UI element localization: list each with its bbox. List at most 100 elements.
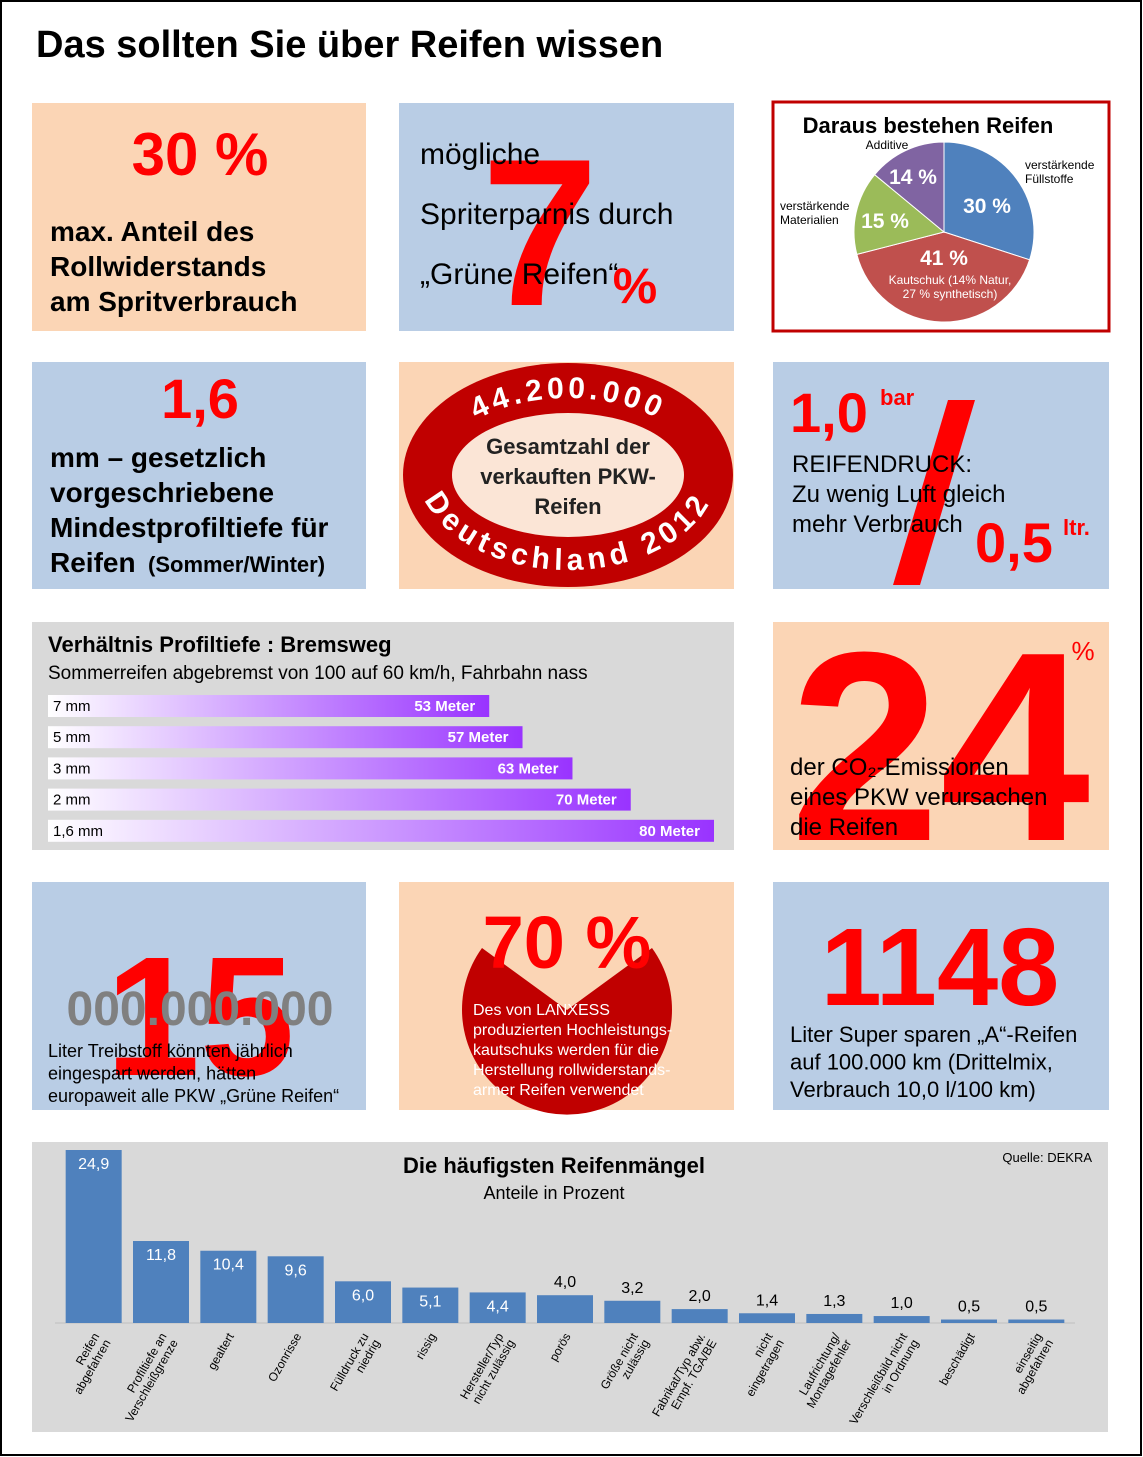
bar: [873, 1316, 930, 1323]
bar: [941, 1319, 997, 1323]
text-line: „Grüne Reifen“: [420, 258, 618, 291]
bar: [806, 1313, 863, 1323]
value-label: 4,0: [554, 1274, 576, 1291]
bar: [48, 788, 631, 811]
bar: [537, 1295, 593, 1323]
chart-subtitle: Sommerreifen abgebremst von 100 auf 60 k…: [48, 663, 588, 684]
value-label: 5,1: [419, 1294, 441, 1311]
value-label: 1,3: [823, 1293, 845, 1310]
text-line: kautschuks werden für die: [473, 1042, 659, 1059]
text-line: Mindestprofiltiefe für: [50, 512, 329, 543]
category-label: 7 mm: [53, 698, 91, 715]
tile: [773, 882, 1109, 1110]
unit: ltr.: [1063, 515, 1090, 540]
text-line: die Reifen: [790, 814, 898, 841]
slice-label: Materialien: [780, 213, 839, 227]
value-label: 1,0: [891, 1295, 913, 1312]
text-line: eingespart werden, hätten: [48, 1064, 256, 1084]
text-line: Liter Super sparen „A“-Reifen: [790, 1022, 1077, 1047]
value-label: 63 Meter: [498, 760, 559, 777]
seal-center: [452, 413, 684, 537]
big-number: 7: [482, 115, 599, 350]
text-line: Spriterparnis durch: [420, 198, 673, 231]
pie-slice: [856, 231, 1031, 323]
unit: %: [613, 258, 657, 314]
slice-label: Füllstoffe: [1025, 172, 1074, 186]
text-line: mm – gesetzlich: [50, 442, 266, 473]
note: (Sommer/Winter): [148, 552, 325, 577]
chart-title: Daraus bestehen Reifen: [803, 113, 1054, 138]
value-label: 11,8: [146, 1247, 176, 1264]
bar: [267, 1256, 324, 1323]
pie-slice: [943, 141, 1035, 261]
slice-value-label: 41 %: [920, 247, 968, 270]
category-label: 5 mm: [53, 729, 91, 746]
tile: [32, 882, 366, 1110]
page-title: Das sollten Sie über Reifen wissen: [36, 24, 663, 66]
value-label: 80 Meter: [639, 823, 700, 840]
text-line: auf 100.000 km (Drittelmix,: [790, 1050, 1053, 1075]
value-label: 1,4: [756, 1292, 778, 1309]
value-label: 0,5: [1025, 1299, 1047, 1316]
big-number: 1148: [821, 906, 1060, 1029]
value-label: 57 Meter: [448, 729, 509, 746]
chart-title: Verhältnis Profiltiefe : Bremsweg: [48, 632, 392, 657]
value-label: 4,4: [487, 1298, 509, 1315]
big-value: 1,0: [790, 381, 868, 444]
text-line: mögliche: [420, 138, 540, 171]
text-line: max. Anteil des: [50, 216, 254, 247]
text-line: eines PKW verursachen: [790, 784, 1047, 811]
slice-value-label: 15 %: [861, 210, 909, 233]
big-number: 15: [105, 922, 294, 1112]
category-label: 3 mm: [53, 760, 91, 777]
category-label: 1,6 mm: [53, 823, 103, 840]
bar: [335, 1281, 391, 1323]
zeros: 000.000.000: [67, 983, 334, 1036]
text-line: Herstellung rollwiderstands-: [473, 1062, 670, 1079]
tile: [773, 622, 1109, 850]
bar: [1008, 1319, 1065, 1323]
value-label: 9,6: [285, 1262, 307, 1279]
bar: [48, 695, 490, 717]
text-line: am Spritverbrauch: [50, 286, 297, 317]
slice-value-label: 14 %: [889, 166, 937, 189]
bar: [200, 1250, 257, 1323]
text-line: mehr Verbrauch: [792, 511, 963, 538]
text-line: vorgeschriebene: [50, 477, 274, 508]
value-label: 2,0: [689, 1288, 711, 1305]
value-label: 70 Meter: [556, 792, 617, 809]
bar: [402, 1287, 459, 1323]
text-line: REIFENDRUCK:: [792, 451, 972, 478]
bar: [671, 1309, 728, 1323]
text-line: Reifen: [50, 547, 136, 578]
seal-line: verkauften PKW-: [480, 464, 656, 489]
seal-line: Reifen: [534, 494, 601, 519]
bar: [48, 726, 523, 749]
value-label: 10,4: [213, 1257, 244, 1274]
bar: [604, 1300, 661, 1323]
value-label: 3,2: [621, 1280, 643, 1297]
text-line: europaweit alle PKW „Grüne Reifen“: [48, 1086, 339, 1106]
value-label: 53 Meter: [414, 698, 475, 715]
chart-title: Die häufigsten Reifenmängel: [403, 1153, 705, 1178]
value-label: 0,5: [958, 1299, 980, 1316]
text-line: Des von LANXESS: [473, 1002, 610, 1019]
slice-value-label: 30 %: [963, 195, 1011, 218]
category-label: 2 mm: [53, 792, 91, 809]
big-value: 1,6: [161, 367, 239, 430]
text-line: Zu wenig Luft gleich: [792, 481, 1005, 508]
tile: [399, 103, 734, 331]
bar: [48, 757, 573, 780]
bar: [469, 1292, 526, 1323]
tile: [32, 103, 366, 331]
slice-label: verstärkende: [780, 199, 850, 213]
big-number: 24: [790, 597, 1092, 898]
pie-slice: [853, 173, 946, 255]
slice-label: 27 % synthetisch): [903, 287, 998, 301]
big-number: 70 %: [483, 901, 652, 984]
big-value: 0,5: [975, 511, 1053, 574]
value-label: 6,0: [352, 1287, 374, 1304]
slice-label: Additive: [866, 138, 909, 152]
